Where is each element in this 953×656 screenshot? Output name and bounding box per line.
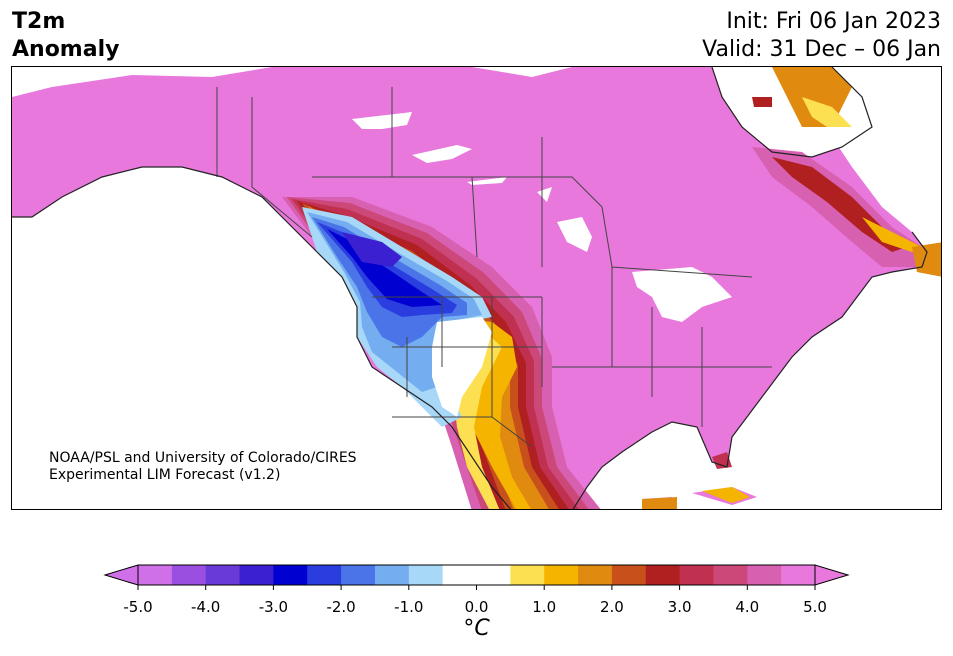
colorbar-tick-label: -5.0	[123, 598, 152, 616]
colorbar-cell	[578, 565, 613, 585]
warm-anomaly-northeast	[642, 67, 941, 509]
colorbar-tick-label: -3.0	[259, 598, 288, 616]
title-anomaly: Anomaly	[12, 37, 120, 62]
valid-range: Valid: 31 Dec – 06 Jan	[702, 37, 941, 62]
colorbar-cell	[171, 565, 207, 585]
colorbar-under-outline	[103, 564, 139, 586]
colorbar-cell	[442, 565, 477, 585]
colorbar-over-arrow	[815, 565, 848, 585]
colorbar-under-arrow	[105, 565, 138, 585]
lakes	[352, 67, 872, 322]
colorbar-cell	[679, 565, 714, 585]
colorbar-cell	[307, 565, 342, 585]
colorbar-tick-label: -2.0	[326, 598, 355, 616]
credit-line-2: Experimental LIM Forecast (v1.2)	[49, 467, 281, 483]
anomaly-map	[11, 66, 942, 510]
colorbar-cell	[341, 565, 376, 585]
colorbar-tick-label: 4.0	[735, 598, 759, 616]
colorbar-cell	[645, 565, 681, 585]
colorbar-cell	[781, 565, 816, 585]
cold-anomaly-northwest	[302, 207, 492, 427]
map-svg	[12, 67, 941, 509]
colorbar-ticks: -5.0 -4.0 -3.0 -2.0 -1.0 0.0 1.0 2.0 3.0 4.0 5.0	[123, 585, 827, 616]
colorbar-cell	[747, 565, 782, 585]
colorbar-cell	[510, 565, 545, 585]
colorbar-cell	[239, 565, 274, 585]
colorbar-tick-label: 5.0	[803, 598, 827, 616]
colorbar-tick-label: 2.0	[600, 598, 624, 616]
colorbar-unit-label: °C	[463, 616, 490, 641]
borders	[216, 87, 772, 448]
map-title: T2m Anomaly	[12, 8, 119, 64]
colorbar-tick-label: -4.0	[191, 598, 220, 616]
colorbar-tick-label: 0.0	[465, 598, 489, 616]
forecast-dates: Init: Fri 06 Jan 2023 Valid: 31 Dec – 06…	[702, 8, 941, 64]
colorbar-cell	[476, 565, 511, 585]
colorbar-cell	[205, 565, 241, 585]
colorbar-cells	[138, 565, 816, 585]
colorbar-over-outline	[814, 564, 850, 586]
colorbar-cell	[138, 565, 173, 585]
coastlines	[12, 67, 928, 509]
colorbar-cell	[374, 565, 410, 585]
colorbar-cell	[611, 565, 647, 585]
colorbar-cell	[273, 565, 308, 585]
colorbar-tick-label: 3.0	[668, 598, 692, 616]
title-variable: T2m	[12, 9, 66, 34]
credit-line-1: NOAA/PSL and University of Colorado/CIRE…	[49, 450, 357, 466]
colorbar-tick-label: 1.0	[532, 598, 556, 616]
colorbar-cell	[713, 565, 748, 585]
data-credit: NOAA/PSL and University of Colorado/CIRE…	[49, 450, 357, 484]
colorbar-tick-label: -1.0	[394, 598, 423, 616]
colorbar-cell	[544, 565, 579, 585]
colorbar-cell	[408, 565, 444, 585]
init-date: Init: Fri 06 Jan 2023	[726, 9, 941, 34]
colorbar: -5.0 -4.0 -3.0 -2.0 -1.0 0.0 1.0 2.0 3.0 4.0 5.0	[103, 564, 850, 616]
